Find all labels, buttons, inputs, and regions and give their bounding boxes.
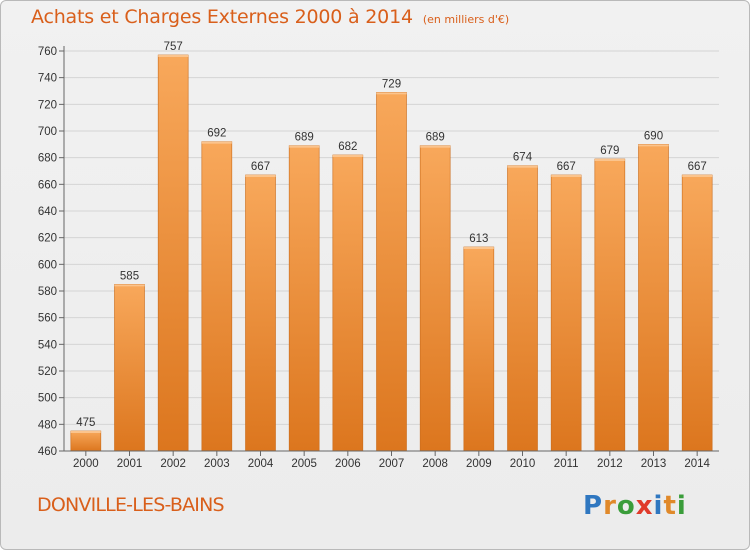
- y-tick-label: 660: [38, 179, 57, 191]
- logo-letter: i: [676, 491, 687, 521]
- data-label: 692: [207, 128, 226, 140]
- chart-title: Achats et Charges Externes 2000 à 2014 (e…: [31, 6, 509, 28]
- x-tick-label: 2002: [160, 458, 186, 470]
- x-tick-label: 2004: [248, 458, 274, 470]
- x-tick-label: 2011: [554, 458, 579, 470]
- logo-letter: r: [603, 491, 617, 521]
- bar: [638, 144, 669, 452]
- data-labels: 475 585 757 692 667 689 682 729 689 613 674 667 679 6…: [76, 41, 707, 429]
- data-label: 690: [644, 130, 663, 142]
- proxiti-logo[interactable]: Proxiti: [583, 491, 687, 521]
- bar-highlight: [114, 284, 145, 287]
- data-label: 679: [600, 145, 619, 157]
- x-tick-label: 2007: [379, 458, 405, 470]
- data-label: 667: [557, 161, 576, 173]
- logo-letter: x: [635, 491, 654, 521]
- x-tick-label: 2012: [597, 458, 623, 470]
- y-tick-label: 740: [38, 73, 57, 85]
- bar: [419, 145, 451, 452]
- x-tick-label: 2005: [291, 458, 317, 470]
- bar: [332, 154, 364, 452]
- x-tick-label: 2009: [466, 458, 492, 470]
- bar-highlight: [682, 175, 713, 177]
- bar-highlight: [551, 175, 582, 177]
- chart-subtitle: (en milliers d'€): [422, 13, 510, 26]
- bar: [288, 145, 320, 452]
- bar-highlight: [201, 141, 232, 144]
- x-tick-label: 2010: [510, 458, 536, 470]
- y-axis-tick-labels: 460 480 500 520 540 560 580 600 620 640 660 680 700 7…: [38, 46, 57, 458]
- logo-letter: i: [653, 491, 664, 521]
- bar: [507, 165, 538, 452]
- y-tick-label: 500: [38, 393, 57, 405]
- y-tick-label: 700: [38, 126, 57, 138]
- chart-title-text: Achats et Charges Externes 2000 à 2014: [31, 6, 413, 28]
- bars: [70, 54, 713, 452]
- data-label: 757: [164, 41, 183, 53]
- logo-letter: P: [583, 491, 604, 521]
- bar-highlight: [158, 55, 189, 57]
- bar-highlight: [245, 175, 276, 177]
- bar: [550, 174, 582, 452]
- y-tick-label: 720: [38, 99, 57, 111]
- bar: [70, 430, 102, 452]
- bar: [157, 54, 189, 452]
- logo-letter: o: [616, 491, 636, 521]
- bar: [201, 141, 233, 452]
- bar-highlight: [332, 155, 363, 157]
- bar: [594, 158, 626, 452]
- x-tick-label: 2013: [641, 458, 667, 470]
- bar-highlight: [638, 144, 669, 147]
- x-tick-label: 2008: [422, 458, 448, 470]
- data-label: 682: [338, 141, 357, 153]
- x-tick-label: 2000: [73, 458, 99, 470]
- y-tick-label: 480: [38, 419, 57, 431]
- bar-highlight: [289, 145, 320, 148]
- bar-highlight: [376, 92, 407, 95]
- y-tick-label: 520: [38, 366, 57, 378]
- bar-highlight: [594, 159, 625, 161]
- y-tick-label: 460: [38, 446, 57, 458]
- y-tick-label: 540: [38, 339, 57, 351]
- bar-highlight: [463, 247, 494, 249]
- data-label: 689: [426, 132, 445, 144]
- y-tick-label: 760: [38, 46, 57, 58]
- y-tick-label: 580: [38, 286, 57, 298]
- logo-letter: t: [663, 491, 677, 521]
- x-tick-label: 2006: [335, 458, 361, 470]
- bar: [245, 174, 276, 452]
- data-label: 689: [295, 132, 314, 144]
- data-label: 729: [382, 78, 401, 90]
- commune-name: DONVILLE-LES-BAINS: [37, 494, 225, 516]
- data-label: 667: [251, 161, 270, 173]
- x-axis-tick-labels: 2000 2001 2002 2003 2004 2005 2006 2007 2008 2009…: [73, 451, 711, 470]
- data-label: 667: [688, 161, 707, 173]
- x-tick-label: 2014: [684, 458, 710, 470]
- bar-highlight: [420, 145, 451, 148]
- data-label: 585: [120, 270, 139, 282]
- y-tick-label: 620: [38, 233, 57, 245]
- bar-highlight: [507, 165, 538, 168]
- x-tick-label: 2003: [204, 458, 230, 470]
- data-label: 674: [513, 152, 533, 164]
- data-label: 475: [76, 417, 95, 429]
- axes: [63, 46, 719, 452]
- y-tick-label: 600: [38, 259, 57, 271]
- bar: [376, 92, 407, 452]
- bar-highlight: [70, 431, 101, 433]
- y-tick-label: 640: [38, 206, 57, 218]
- data-label: 613: [469, 233, 488, 245]
- y-tick-label: 560: [38, 313, 57, 325]
- x-tick-label: 2001: [117, 458, 143, 470]
- bar: [463, 246, 495, 452]
- y-tick-label: 680: [38, 153, 57, 165]
- bar: [114, 284, 145, 452]
- bar: [681, 174, 713, 452]
